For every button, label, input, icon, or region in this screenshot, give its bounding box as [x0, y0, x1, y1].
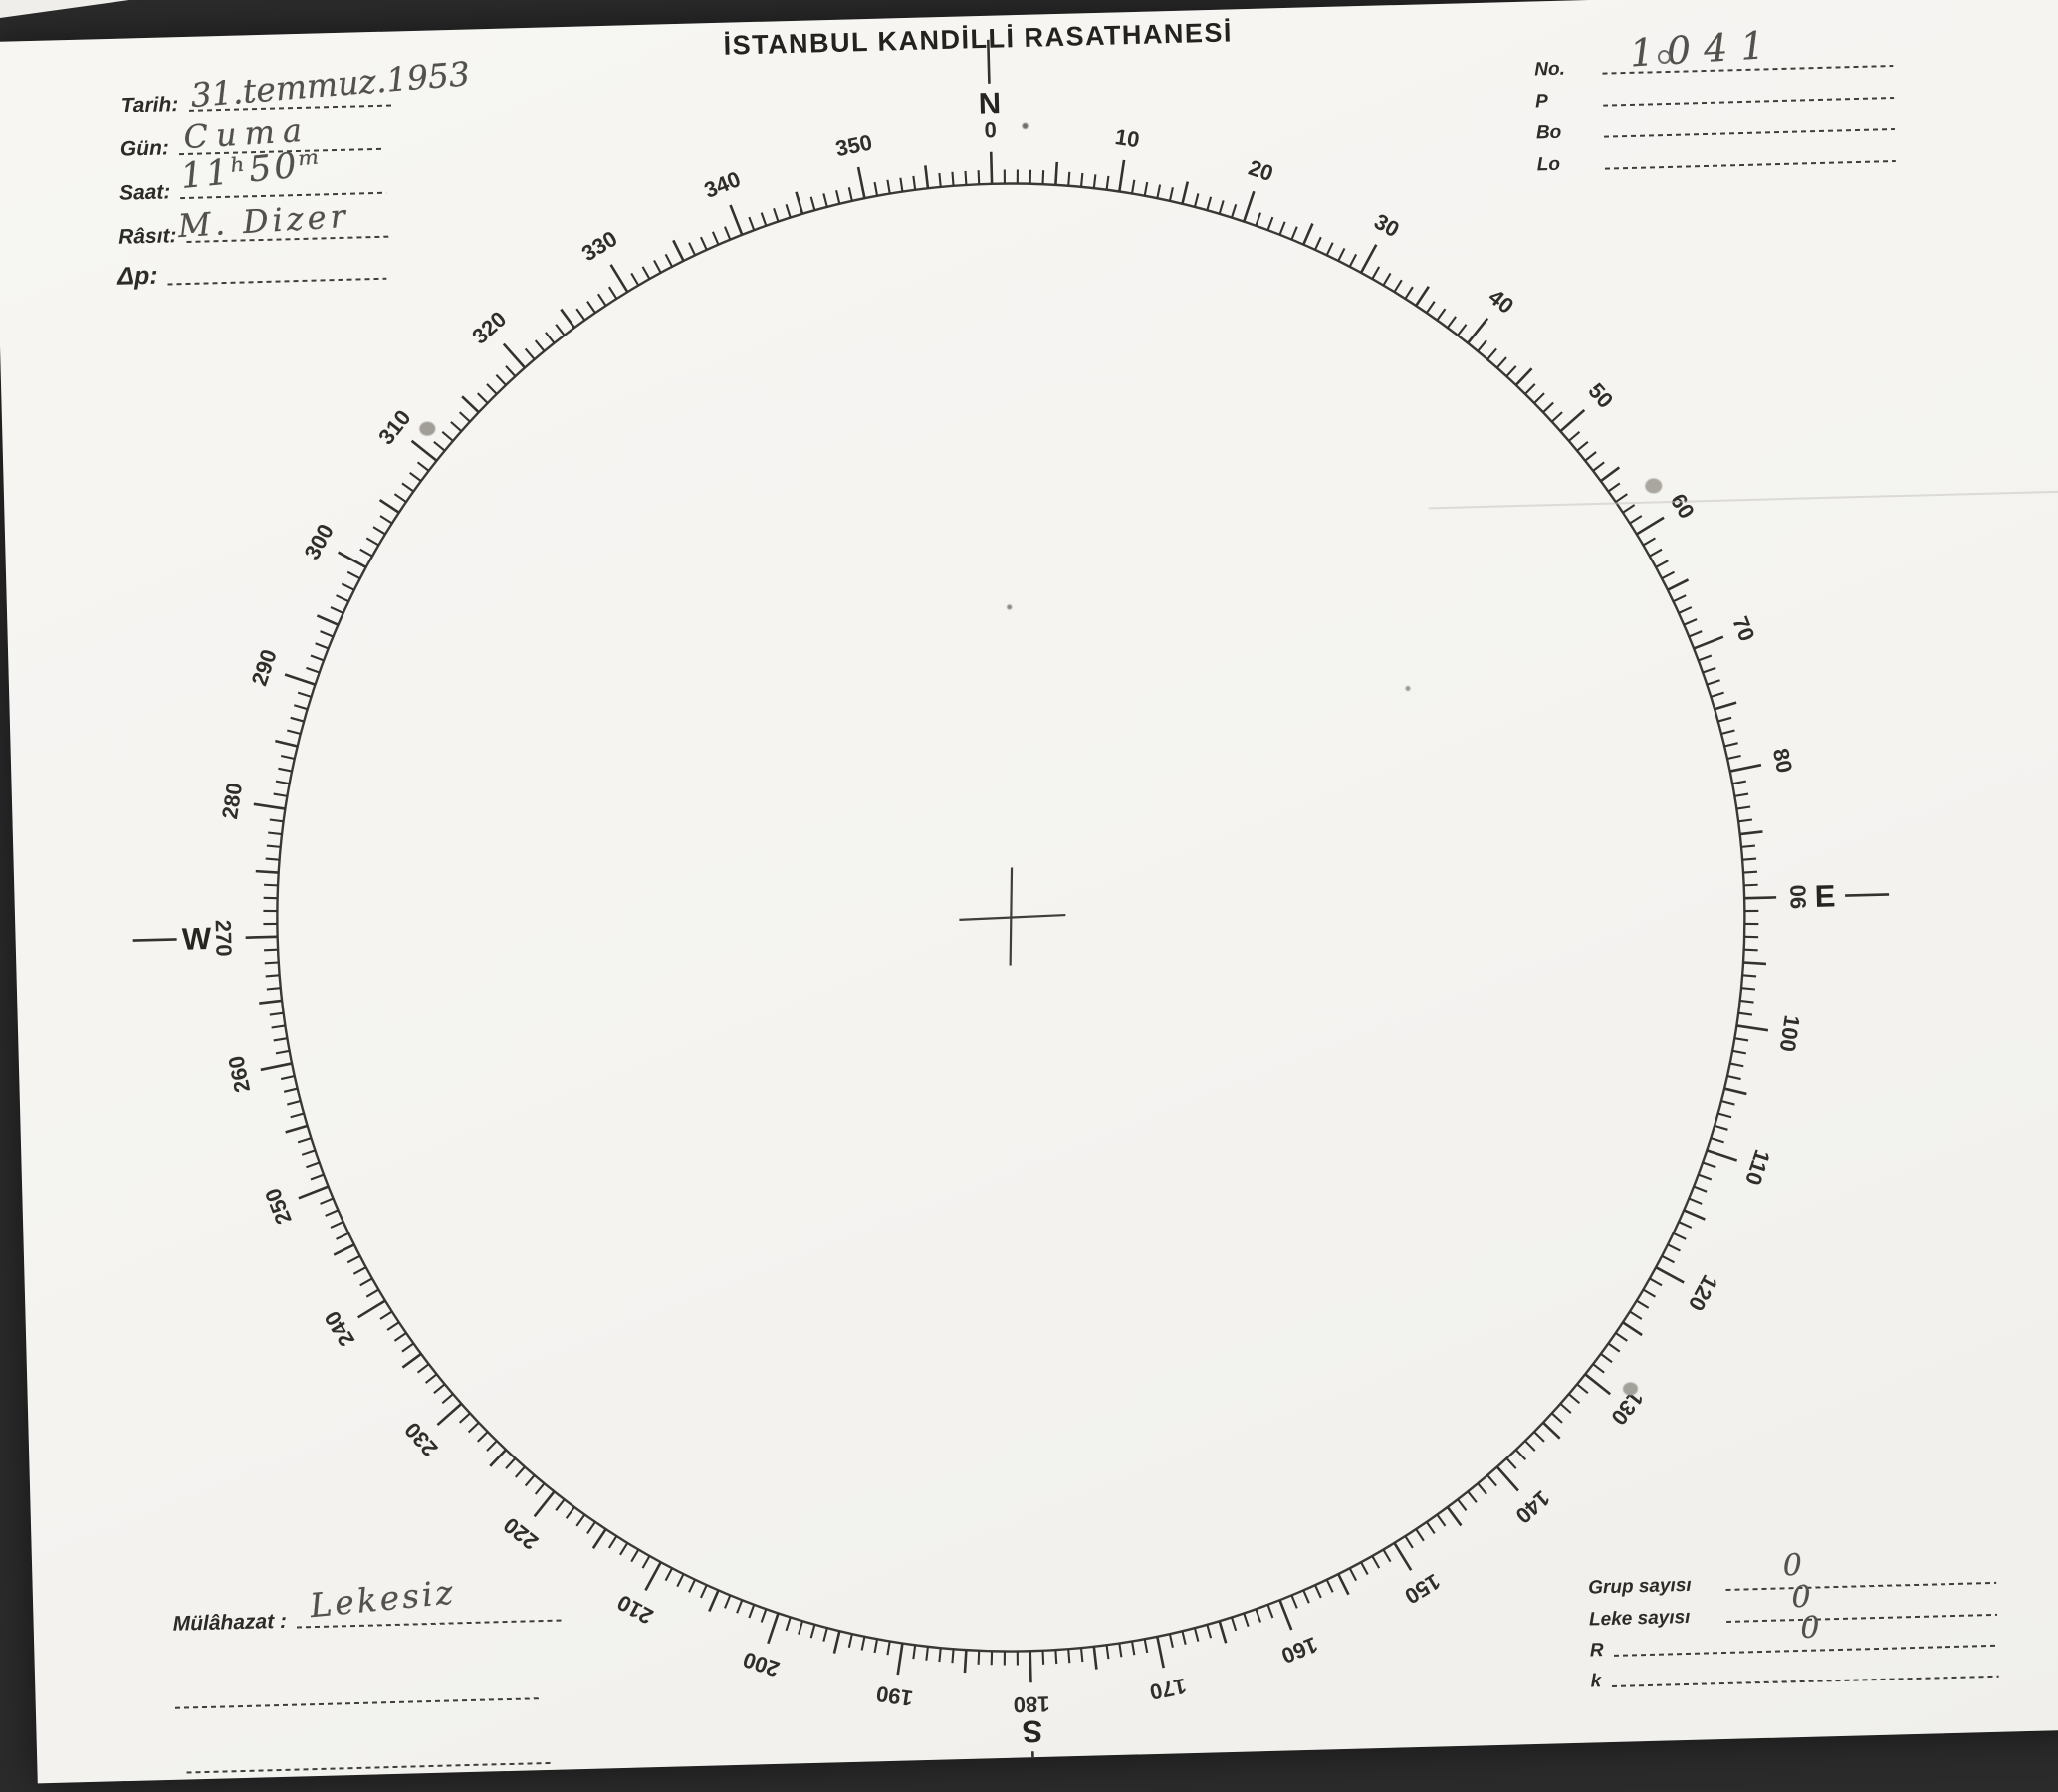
svg-text:60: 60: [1666, 489, 1700, 523]
svg-text:180: 180: [1013, 1691, 1049, 1717]
svg-text:20: 20: [1246, 155, 1276, 186]
scan-speck: [1405, 685, 1411, 692]
svg-text:310: 310: [373, 405, 415, 449]
svg-text:90: 90: [1785, 884, 1811, 909]
dotted-line: [1726, 1613, 1998, 1623]
svg-text:70: 70: [1727, 613, 1759, 645]
svg-text:120: 120: [1684, 1271, 1722, 1315]
svg-text:250: 250: [260, 1185, 297, 1228]
scan-speck: [1007, 604, 1013, 610]
field-delta-p: Δp:: [117, 259, 387, 292]
dotted-line: [1725, 1581, 1997, 1591]
svg-text:10: 10: [1113, 124, 1141, 152]
svg-text:260: 260: [223, 1054, 255, 1095]
field-tarih-label: Tarih:: [120, 93, 179, 117]
svg-text:340: 340: [701, 166, 744, 203]
dotted-line: [1603, 97, 1895, 107]
svg-text:40: 40: [1484, 284, 1518, 319]
field-r-label: R: [1589, 1640, 1604, 1662]
svg-text:320: 320: [467, 307, 511, 349]
page-title: İSTANBUL KANDİLLİ RASATHANESİ: [723, 17, 1234, 61]
svg-text:170: 170: [1148, 1674, 1189, 1705]
field-lo: Lo: [1536, 141, 1896, 176]
svg-text:210: 210: [613, 1590, 657, 1629]
field-rasit-label: Râsıt:: [117, 224, 177, 249]
svg-text:140: 140: [1510, 1485, 1554, 1528]
svg-text:280: 280: [217, 782, 247, 821]
svg-text:N: N: [978, 86, 1001, 121]
scan-speck: [1645, 478, 1663, 494]
scan-speck: [419, 421, 436, 436]
field-gun-label: Gün:: [119, 136, 170, 161]
scan-speck: [1022, 122, 1029, 129]
scan-crease: [1428, 488, 2058, 510]
field-p: P: [1535, 78, 1895, 112]
field-k: k: [1590, 1657, 1999, 1693]
svg-text:80: 80: [1768, 746, 1797, 775]
field-no-label: No.: [1533, 58, 1566, 81]
field-bo-label: Bo: [1535, 121, 1562, 144]
svg-text:100: 100: [1775, 1013, 1805, 1053]
field-k-label: k: [1590, 1671, 1602, 1692]
field-bo: Bo: [1536, 110, 1896, 144]
svg-text:300: 300: [299, 520, 338, 563]
svg-text:E: E: [1814, 878, 1836, 914]
svg-text:330: 330: [577, 226, 621, 267]
scanner-corner-wedge: [0, 0, 129, 18]
field-mulahazat: Mülâhazat : Lekesiz: [172, 1572, 564, 1637]
dotted-line: [167, 277, 387, 286]
svg-text:50: 50: [1583, 378, 1618, 413]
field-no-value: 1041: [1628, 22, 1779, 76]
field-delta-p-label: Δp:: [116, 261, 158, 291]
dotted-line: [1611, 1675, 1999, 1687]
svg-text:200: 200: [740, 1647, 783, 1681]
field-grup-sayisi-value: 0: [1782, 1547, 1803, 1584]
field-r-value: 0: [1799, 1610, 1820, 1646]
remarks-blank-line: [186, 1761, 554, 1774]
svg-text:190: 190: [874, 1681, 914, 1711]
field-no: No. 1041: [1533, 23, 1894, 81]
svg-text:30: 30: [1370, 209, 1403, 243]
svg-text:S: S: [1022, 1713, 1043, 1749]
remarks-blank-line: [174, 1697, 542, 1709]
svg-text:110: 110: [1740, 1147, 1775, 1189]
svg-text:150: 150: [1400, 1569, 1444, 1610]
svg-text:220: 220: [499, 1512, 543, 1554]
field-mulahazat-value: Lekesiz: [308, 1572, 458, 1626]
dotted-line: [1604, 159, 1896, 170]
svg-text:230: 230: [399, 1418, 442, 1461]
svg-text:270: 270: [211, 920, 237, 957]
dotted-line: [1604, 128, 1895, 138]
field-mulahazat-label: Mülâhazat :: [172, 1609, 288, 1636]
svg-text:W: W: [182, 921, 213, 957]
field-leke-sayisi-label: Leke sayısı: [1588, 1606, 1691, 1631]
svg-text:160: 160: [1278, 1632, 1321, 1669]
scan-speck: [1622, 1382, 1639, 1396]
dotted-line: [1613, 1644, 1998, 1657]
svg-text:0: 0: [984, 117, 997, 142]
field-p-label: P: [1534, 91, 1549, 112]
field-r: R 0: [1589, 1611, 1998, 1663]
field-grup-sayisi-label: Grup sayısı: [1587, 1574, 1692, 1599]
svg-text:240: 240: [320, 1307, 360, 1351]
field-lo-label: Lo: [1536, 153, 1561, 176]
svg-text:290: 290: [247, 646, 282, 689]
field-saat-label: Saat:: [118, 180, 171, 205]
svg-text:350: 350: [833, 129, 874, 161]
field-rasit: Râsıt: M. Dizer: [117, 197, 390, 250]
field-leke-sayisi: Leke sayısı 0: [1588, 1580, 1998, 1632]
